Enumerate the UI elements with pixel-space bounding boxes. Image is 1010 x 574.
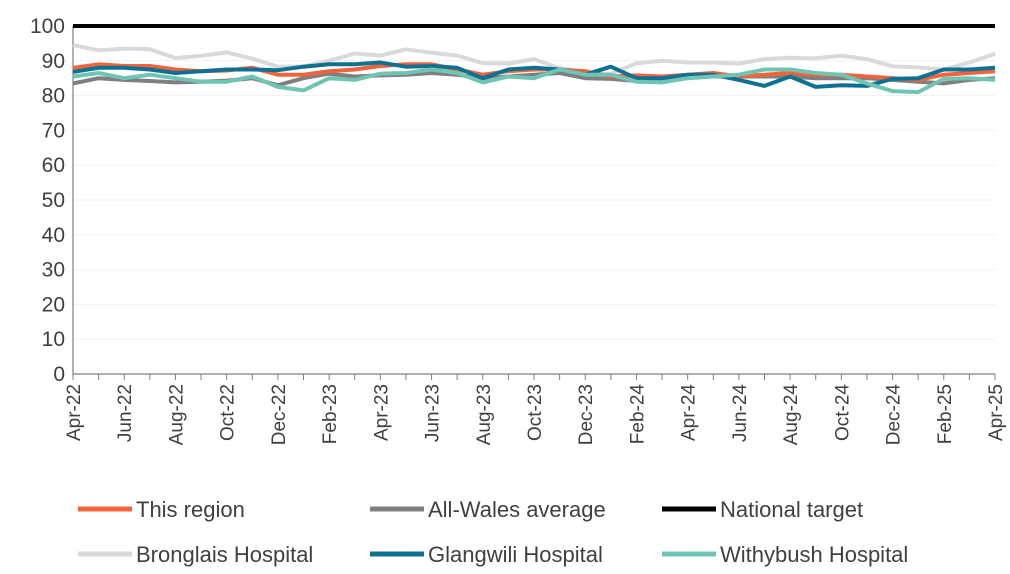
- legend: This region All-Wales average National tar…: [78, 497, 908, 567]
- legend-item-glangwili-hospital: Glangwili Hospital: [370, 542, 603, 567]
- legend-label: Bronglais Hospital: [136, 542, 313, 567]
- y-tick-label: 100: [30, 15, 65, 38]
- x-tick-label: Oct-22: [218, 384, 239, 441]
- x-tick-label: Feb-23: [320, 384, 341, 444]
- series-line-bronglais-hospital: [72, 43, 996, 76]
- x-tick-label: Oct-24: [832, 384, 853, 441]
- x-tick-label: Dec-24: [884, 384, 905, 446]
- legend-item-bronglais-hospital: Bronglais Hospital: [78, 542, 313, 567]
- y-tick-label: 0: [53, 363, 65, 386]
- x-tick-label: Aug-24: [781, 384, 802, 446]
- series-lines: [72, 24, 996, 95]
- series-line-withybush-hospital: [72, 67, 996, 95]
- y-tick-label: 80: [42, 85, 65, 108]
- y-tick-label: 10: [42, 328, 65, 351]
- legend-item-this-region: This region: [78, 497, 245, 522]
- series-line-glangwili-hospital: [72, 60, 996, 89]
- y-tick-label: 30: [42, 259, 65, 282]
- legend-label: This region: [136, 497, 245, 522]
- x-tick-label: Apr-23: [371, 384, 392, 441]
- legend-label: All-Wales average: [428, 497, 606, 522]
- x-tick-labels: Apr-22 Jun-22 Aug-22 Oct-22 Dec-22 Feb-23 Apr-…: [64, 384, 1007, 446]
- y-tick-label: 70: [42, 119, 65, 142]
- x-tick-label: Oct-23: [525, 384, 546, 441]
- x-tick-label: Jun-22: [115, 384, 136, 442]
- y-tick-label: 60: [42, 154, 65, 177]
- axes: [72, 26, 996, 380]
- x-tick-label: Jun-24: [730, 384, 751, 443]
- x-tick-label: Aug-23: [474, 384, 495, 445]
- x-tick-label: Feb-24: [627, 384, 648, 445]
- x-tick-label: Apr-25: [986, 384, 1007, 441]
- legend-label: Withybush Hospital: [720, 542, 908, 567]
- x-tick-label: Dec-22: [269, 384, 290, 445]
- legend-item-national-target: National target: [662, 497, 863, 522]
- y-tick-label: 50: [42, 189, 65, 212]
- y-tick-label: 40: [42, 224, 65, 247]
- y-tick-label: 20: [42, 293, 65, 316]
- legend-item-withybush-hospital: Withybush Hospital: [662, 542, 908, 567]
- x-tick-label: Jun-23: [423, 384, 444, 442]
- x-tick-label: Aug-22: [166, 384, 187, 445]
- legend-label: Glangwili Hospital: [428, 542, 603, 567]
- x-tick-label: Apr-22: [64, 384, 85, 441]
- y-tick-labels: 0 10 20 30 40 50 60 70 80 90 100: [30, 15, 65, 386]
- x-tick-label: Apr-24: [679, 384, 700, 441]
- y-tick-label: 90: [42, 50, 65, 73]
- legend-item-all-wales-average: All-Wales average: [370, 497, 606, 522]
- legend-label: National target: [720, 497, 863, 522]
- x-tick-label: Feb-25: [935, 384, 956, 444]
- x-tick-label: Dec-23: [576, 384, 597, 445]
